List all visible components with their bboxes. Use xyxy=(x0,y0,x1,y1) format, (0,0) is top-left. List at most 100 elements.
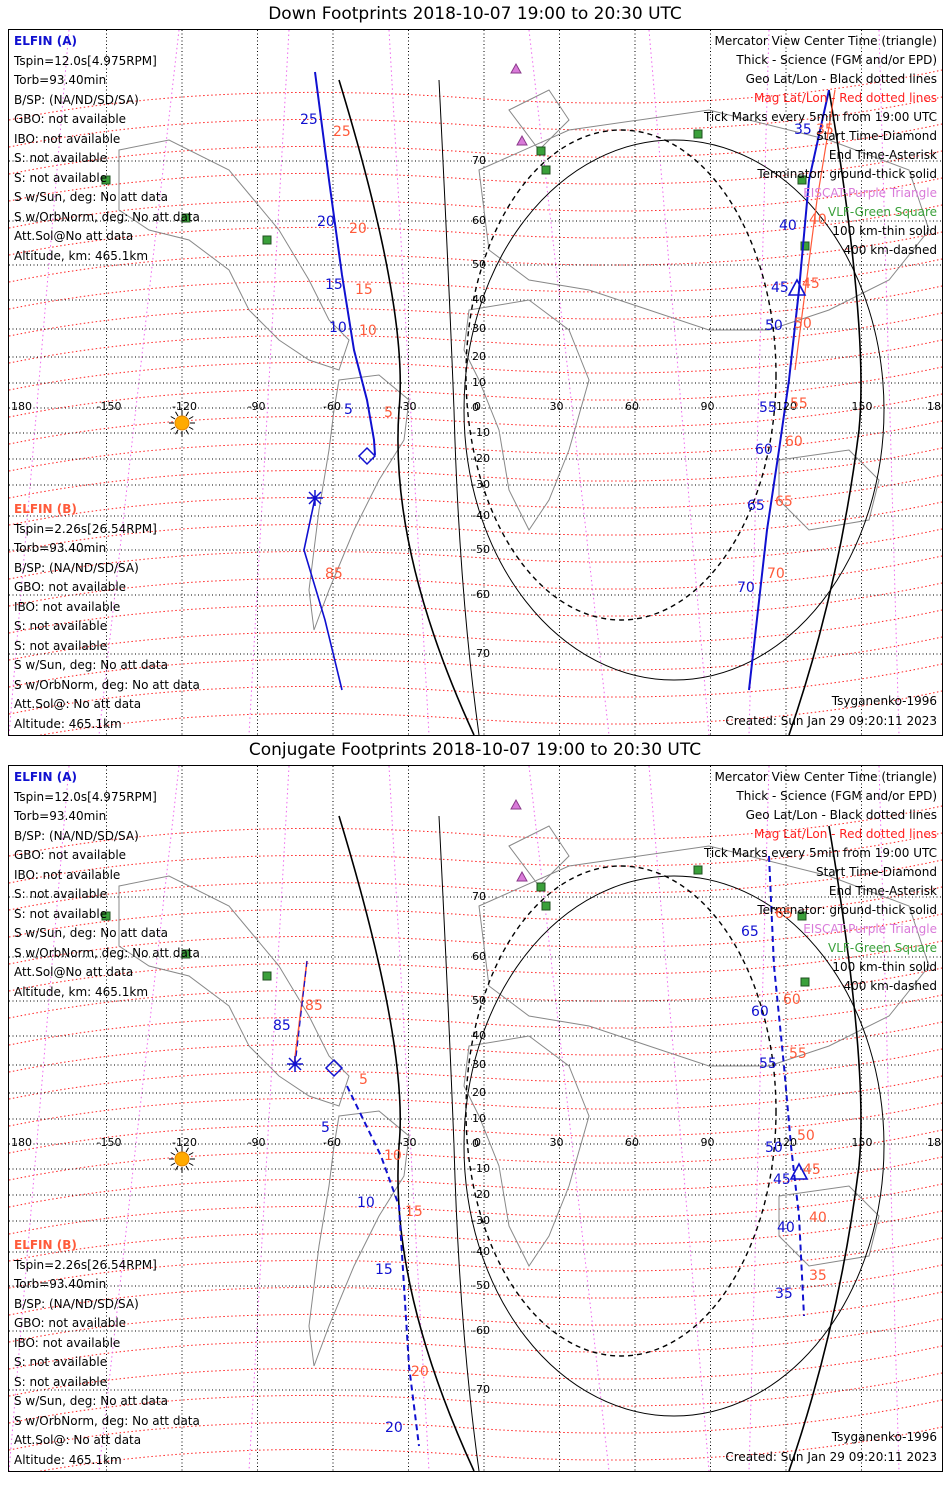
vlf-square xyxy=(541,901,551,911)
vlf-square xyxy=(101,911,111,921)
mag-lon-line xyxy=(388,30,430,735)
continent-outline xyxy=(118,875,350,1107)
legend-geo: Geo Lat/Lon - Black dotted lines xyxy=(745,808,937,822)
elfin-a-tick-label: 65 xyxy=(741,924,759,940)
continent-outline xyxy=(308,1110,410,1367)
continent-outline xyxy=(308,374,410,631)
elfin-b-line: GBO: not available xyxy=(14,1316,127,1330)
elfin-a-line: Torb=93.40min xyxy=(14,809,107,823)
elfin-b-line: S: not available xyxy=(14,619,108,633)
legend-thick: Thick - Science (FGM and/or EPD) xyxy=(736,789,937,803)
elfin-b-tick-label: 60 xyxy=(785,434,803,450)
legend-ticks: Tick Marks every 5min from 19:00 UTC xyxy=(703,110,937,124)
lat-tick-label: 30 xyxy=(472,322,486,335)
map-panel-conjugate[interactable]: 180 -150 -120 -90 -60 -30 0 30 60 90 120 150 180 70 60… xyxy=(8,765,943,1472)
elfin-b-tick-label: 50 xyxy=(797,1128,815,1144)
lat-tick-label: 40 xyxy=(472,293,486,306)
elfin-b-info: ELFIN (B) Tspin=2.26s[26.54RPM] Torb=93.40… xyxy=(14,1236,200,1470)
panel-title-down: Down Footprints 2018-10-07 19:00 to 20:3… xyxy=(268,4,682,24)
elfin-b-line: IBO: not available xyxy=(14,1335,121,1350)
elfin-a-line: IBO: not available xyxy=(14,867,121,882)
elfin-b-line: S w/OrbNorm, deg: No att data xyxy=(14,677,200,692)
elfin-a-line: GBO: not available xyxy=(14,112,127,126)
vlf-square xyxy=(262,235,272,245)
elfin-b-tick-label: 20 xyxy=(349,221,367,237)
continent-outline xyxy=(118,139,350,371)
vlf-square xyxy=(797,911,807,921)
elfin-a-line: S w/OrbNorm, deg: No att data xyxy=(14,209,200,224)
lon-tick-label: -30 xyxy=(398,1136,417,1149)
eiscat-triangle xyxy=(516,870,528,882)
sun-ray xyxy=(170,416,176,420)
center-triangle xyxy=(789,1162,809,1180)
sun-ray xyxy=(170,1152,176,1156)
elfin-b-tick-label: 25 xyxy=(333,124,351,140)
elfin-b-line: B/SP: (NA/ND/SD/SA) xyxy=(14,1296,139,1311)
elfin-a-line: S: not available xyxy=(14,906,108,921)
elfin-a-line: Tspin=12.0s[4.975RPM] xyxy=(14,789,157,804)
elfin-a-line: Torb=93.40min xyxy=(14,73,107,87)
lon-tick-label: 90 xyxy=(700,1136,715,1149)
vlf-square xyxy=(800,241,810,251)
elfin-b-tick-label: 70 xyxy=(767,566,785,582)
legend-terminator: Terminator: ground-thick solid xyxy=(757,903,937,917)
terminator-ground-east xyxy=(788,825,862,1471)
panel-title-conjugate: Conjugate Footprints 2018-10-07 19:00 to… xyxy=(248,740,702,760)
continent-outline xyxy=(478,845,930,1067)
elfin-b-tick-label: 35 xyxy=(816,122,834,138)
lon-tick-label: -30 xyxy=(398,400,417,413)
lat-tick-label: 60 xyxy=(472,214,486,227)
lon-tick-label: 180 xyxy=(927,400,942,413)
lat-tick-label: 10 xyxy=(472,376,486,389)
lon-tick-label: -150 xyxy=(96,1136,122,1149)
elfin-b-tick-label: 55 xyxy=(790,396,808,412)
continent-outline xyxy=(778,1185,880,1267)
elfin-b-line: Tspin=2.26s[26.54RPM] xyxy=(14,521,157,536)
continent-outline xyxy=(478,109,930,331)
eiscat-triangle xyxy=(510,798,522,810)
lat-tick-label: -30 xyxy=(472,478,490,491)
elfin-b-tick-label: 15 xyxy=(405,1204,423,1220)
lon-tick-label: 180 xyxy=(927,1136,942,1149)
lat-tick-label: 50 xyxy=(472,258,486,271)
map-panel-down[interactable]: 180 -150 -120 -90 -60 -30 0 30 60 90 120 150 180 70 60… xyxy=(8,29,943,736)
elfin-a-tick-label: 35 xyxy=(775,1286,793,1302)
sun-icon xyxy=(169,1146,195,1172)
mag-lon-line xyxy=(648,30,710,735)
terminator-100km xyxy=(438,79,480,735)
elfin-a-line: Altitude, km: 465.1km xyxy=(14,248,149,263)
elfin-a-tick-label: 10 xyxy=(329,320,347,336)
elfin-a-tick-label: 15 xyxy=(375,1262,393,1278)
vlf-square xyxy=(181,949,191,959)
legend-km100: 100 km-thin solid xyxy=(832,224,937,238)
elfin-a-line: S w/Sun, deg: No att data xyxy=(14,190,168,204)
map-svg xyxy=(9,766,942,1471)
vlf-square xyxy=(536,882,546,892)
end-asterisk xyxy=(287,1056,303,1072)
lat-tick-label: -60 xyxy=(472,588,490,601)
legend-start: Start Time-Diamond xyxy=(815,129,937,143)
sun-ray xyxy=(175,1147,179,1153)
lon-tick-label: 30 xyxy=(549,1136,564,1149)
elfin-a-tick-label: 85 xyxy=(273,1018,291,1034)
elfin-a-name: ELFIN (A) xyxy=(14,770,77,784)
mag-lon-lines xyxy=(9,766,900,1471)
lat-tick-label: 70 xyxy=(472,154,486,167)
legend: Mercator View Center Time (triangle) Thic… xyxy=(704,768,937,996)
sun-ray xyxy=(175,429,179,435)
vlf-square xyxy=(693,865,703,875)
elfin-b-tick-label: 5 xyxy=(359,1072,368,1088)
terminator-100km-ellipse xyxy=(463,875,885,1417)
sun-ray xyxy=(188,426,194,430)
elfin-a-tick-label: 40 xyxy=(779,218,797,234)
lon-tick-label: -60 xyxy=(323,400,341,413)
lat-tick-label: 20 xyxy=(472,1086,486,1099)
elfin-a-tick-label: 60 xyxy=(755,442,773,458)
legend-end: End Time-Asterisk xyxy=(828,148,937,162)
elfin-b-track-east xyxy=(794,89,836,371)
lat-tick-label: 60 xyxy=(472,950,486,963)
legend-center: Mercator View Center Time (triangle) xyxy=(714,34,937,48)
elfin-a-tick-label: 45 xyxy=(773,1172,791,1188)
elfin-a-track-south xyxy=(346,1085,420,1447)
lon-tick-label: -150 xyxy=(96,400,122,413)
